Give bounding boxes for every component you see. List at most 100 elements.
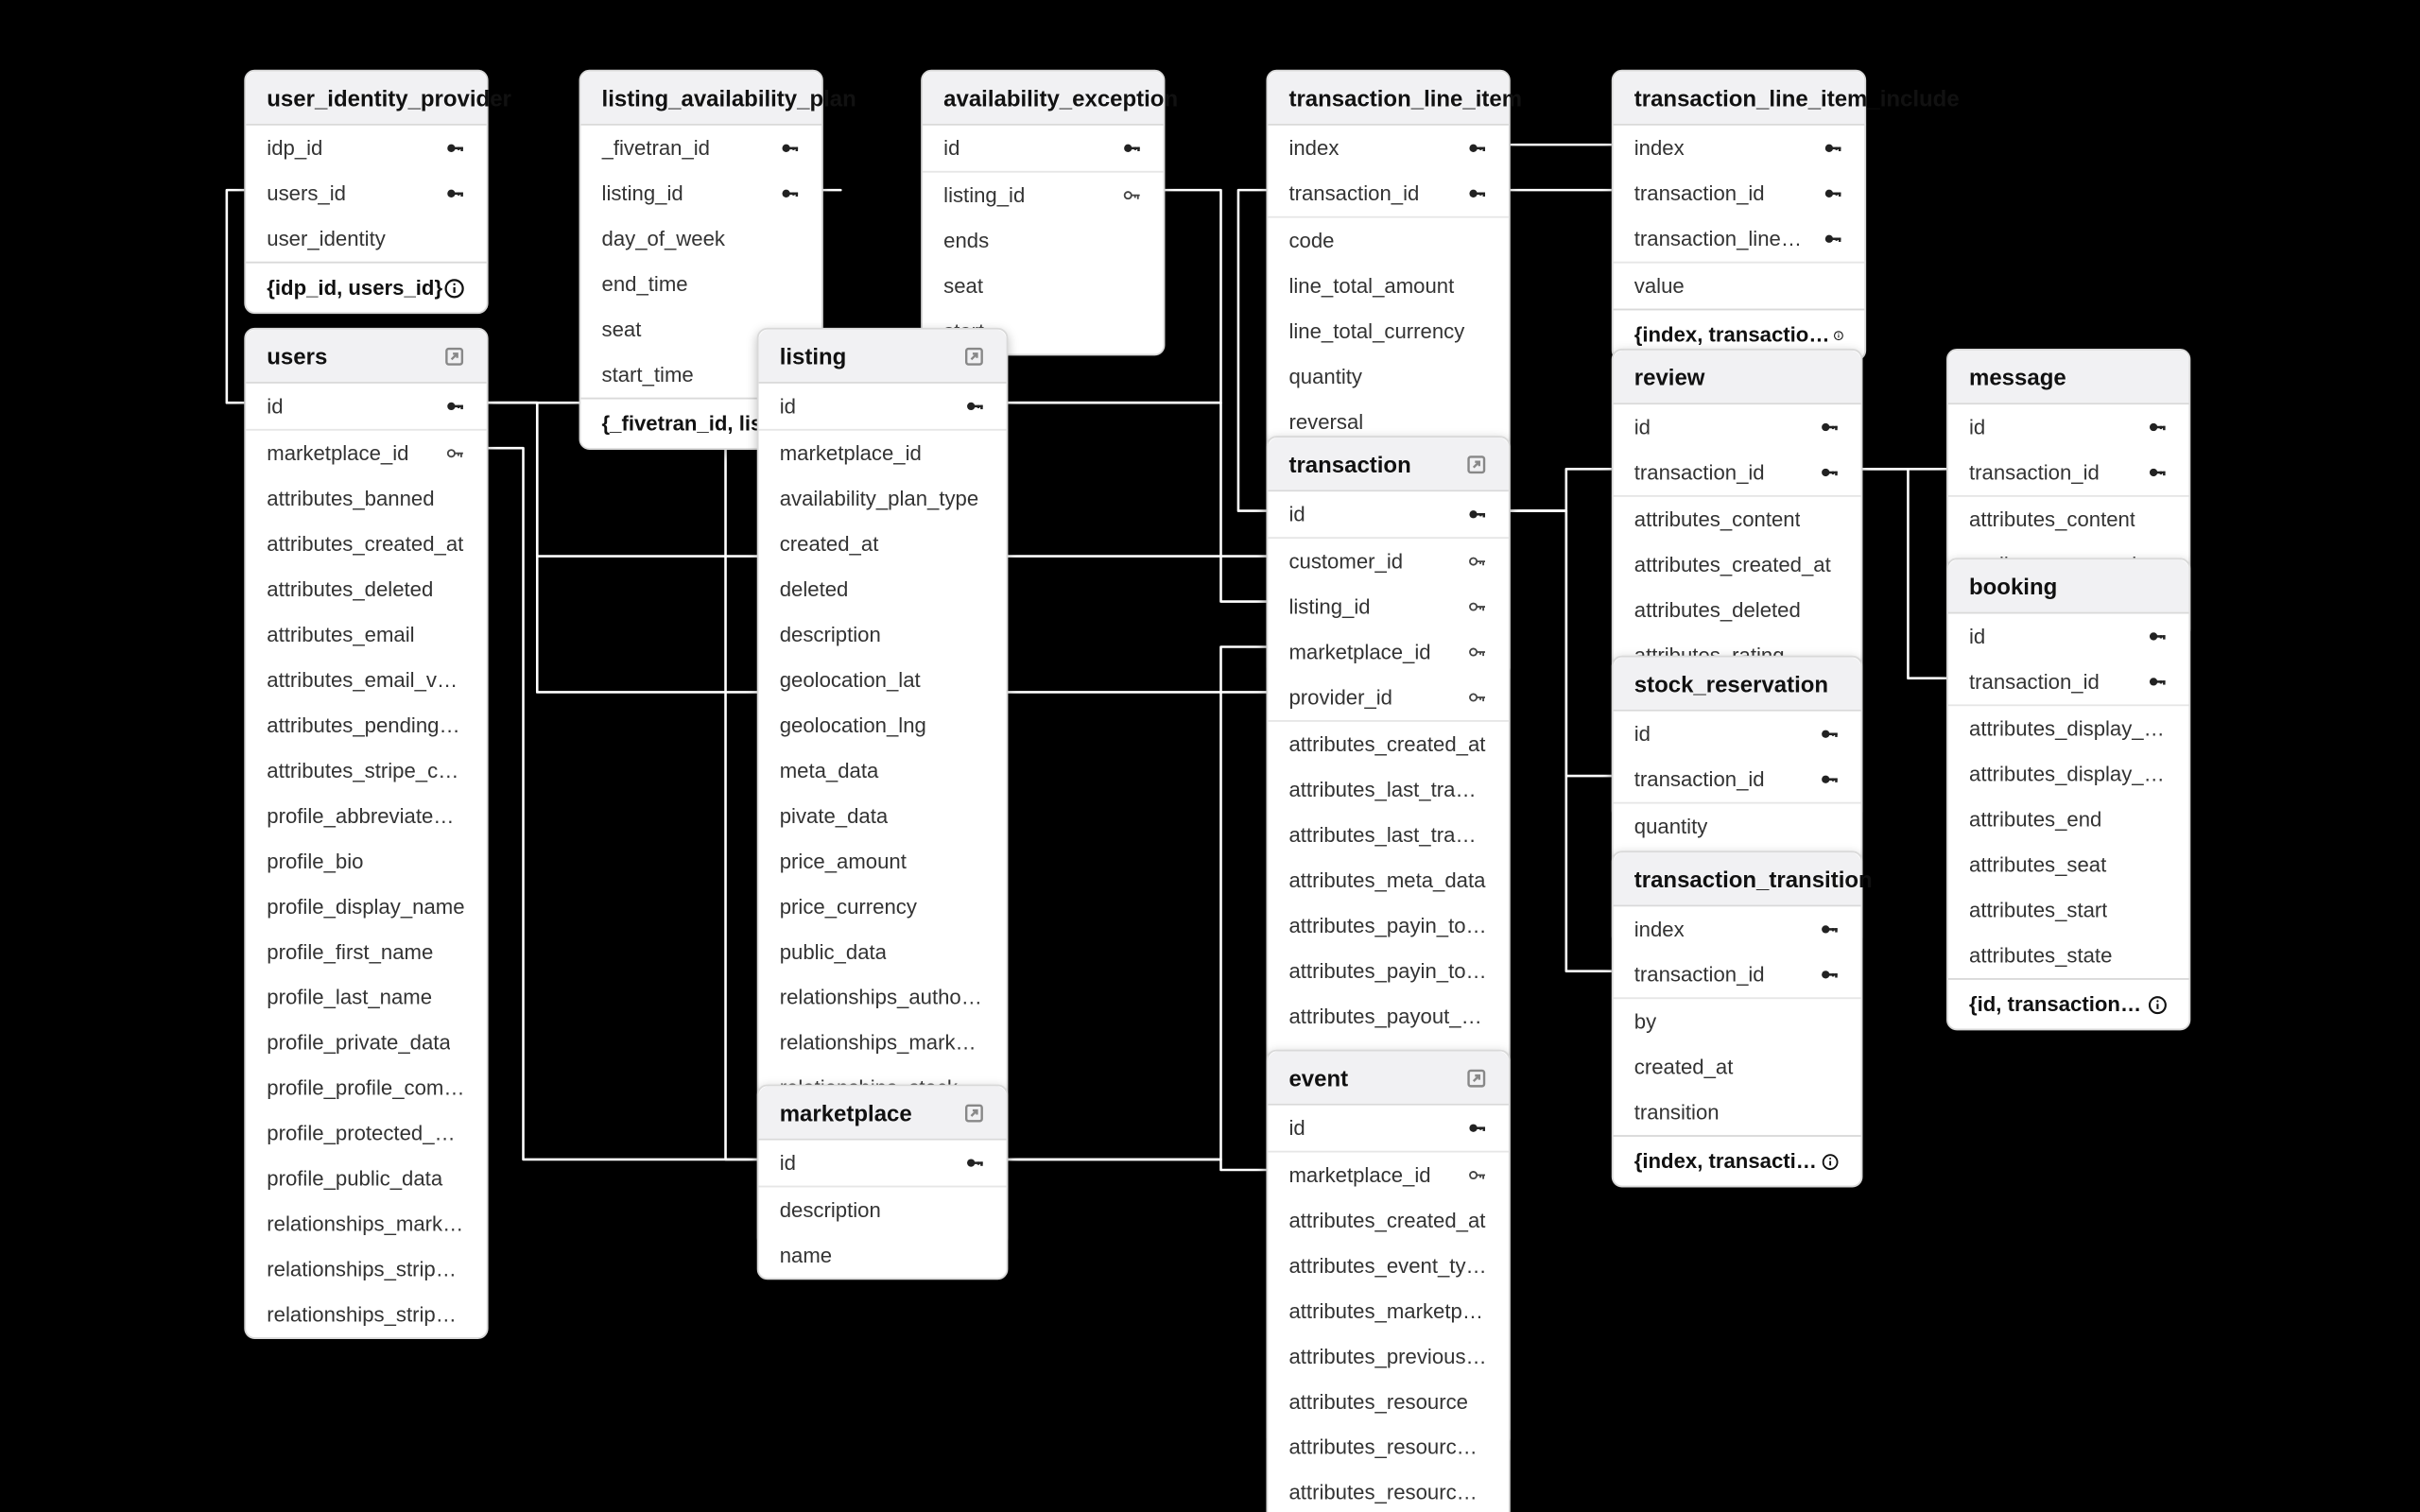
column-attributes_content: attributes_content: [1614, 495, 1861, 542]
column-name: attributes_deleted: [267, 577, 433, 602]
table-title: marketplace: [780, 1099, 912, 1125]
column-index: index: [1268, 126, 1509, 171]
column-name: id: [1634, 415, 1651, 439]
table-header[interactable]: event: [1268, 1052, 1509, 1106]
primary-key-icon: [2147, 671, 2168, 692]
column-name: attributes_resource: [1288, 1389, 1468, 1414]
column-ends: ends: [923, 218, 1164, 264]
column-list: iddescriptionname: [759, 1141, 1007, 1279]
relationship-edge: [227, 190, 244, 403]
column-pivate_data: pivate_data: [759, 793, 1007, 838]
column-list: idmarketplace_idattributes_bannedattribu…: [246, 384, 487, 1337]
column-name: ends: [943, 229, 989, 253]
column-name: line_total_amount: [1288, 274, 1454, 299]
table-availability_exception[interactable]: availability_exceptionidlisting_idendsse…: [921, 70, 1165, 356]
relationship-edge: [1511, 511, 1612, 776]
column-attributes_marketplace_id: attributes_marketplace_id: [1268, 1288, 1509, 1333]
table-header[interactable]: review: [1614, 351, 1861, 404]
column-name: availability_plan_type: [780, 487, 978, 511]
column-profile_abbreviated_name: profile_abbreviated_name: [246, 793, 487, 838]
table-header[interactable]: transaction: [1268, 438, 1509, 491]
column-name: profile_bio: [267, 850, 363, 874]
column-listing_id: listing_id: [580, 171, 821, 216]
table-title: stock_reservation: [1634, 670, 1828, 696]
primary-key-icon: [1467, 1118, 1488, 1139]
column-name: listing_id: [1288, 594, 1370, 619]
table-header[interactable]: stock_reservation: [1614, 658, 1861, 712]
table-marketplace[interactable]: marketplace iddescriptionname: [757, 1085, 1009, 1280]
column-marketplace_id: marketplace_id: [1268, 1151, 1509, 1198]
column-quantity: quantity: [1614, 802, 1861, 850]
column-index: index: [1614, 906, 1861, 952]
table-header[interactable]: availability_exception: [923, 72, 1164, 126]
column-id: id: [1948, 404, 2189, 450]
table-header[interactable]: booking: [1948, 559, 2189, 613]
column-description: description: [759, 1186, 1007, 1233]
table-header[interactable]: listing_availability_plan: [580, 72, 821, 126]
primary-key-icon: [2147, 626, 2168, 646]
column-list: idmarketplace_idattributes_created_atatt…: [1268, 1106, 1509, 1512]
diagram-canvas: user_identity_provideridp_idusers_iduser…: [0, 0, 2420, 1512]
column-description: description: [759, 612, 1007, 658]
table-header[interactable]: transaction_transition: [1614, 852, 1861, 906]
column-name: attributes_seat: [1969, 852, 2106, 877]
column-name: relationships_author_id: [780, 985, 986, 1009]
relationship-edge: [1008, 403, 1266, 601]
column-relationships_marketplace_id: relationships_marketplace_id: [246, 1201, 487, 1246]
column-profile_first_name: profile_first_name: [246, 929, 487, 974]
column-attributes_display_end: attributes_display_end: [1948, 704, 2189, 751]
relationship-edge: [489, 448, 757, 1160]
table-index: {index, transaction_id}: [1614, 1135, 1861, 1186]
column-name: seat: [943, 274, 983, 299]
column-name: attributes_content: [1969, 507, 2135, 532]
column-availability_plan_type: availability_plan_type: [759, 476, 1007, 522]
column-name: id: [1288, 502, 1305, 526]
table-header[interactable]: transaction_line_item_include: [1614, 72, 1865, 126]
table-header[interactable]: user_identity_provider: [246, 72, 487, 126]
column-by: by: [1614, 997, 1861, 1044]
column-name: _fivetran_id: [602, 136, 710, 161]
table-users[interactable]: usersidmarketplace_idattributes_bannedat…: [244, 328, 488, 1339]
column-name: geolocation_lat: [780, 668, 921, 693]
table-index: {idp_id, users_id}: [246, 262, 487, 313]
column-list: idlisting_idendsseatstart: [923, 126, 1164, 354]
column-name: relationships_stripe_account_id: [267, 1257, 465, 1281]
primary-key-icon: [964, 396, 985, 417]
column-name: end_time: [602, 272, 688, 297]
table-title: transaction_line_item_include: [1634, 84, 1960, 111]
table-header[interactable]: listing: [759, 330, 1007, 384]
column-_fivetran_id: _fivetran_id: [580, 126, 821, 171]
column-transaction_id: transaction_id: [1268, 171, 1509, 216]
table-title: event: [1288, 1064, 1348, 1091]
table-transaction_line_item_include[interactable]: transaction_line_item_includeindextransa…: [1612, 70, 1866, 361]
table-user_identity_provider[interactable]: user_identity_provideridp_idusers_iduser…: [244, 70, 488, 314]
column-line_total_currency: line_total_currency: [1268, 309, 1509, 354]
column-created_at: created_at: [1614, 1044, 1861, 1090]
table-transaction_transition[interactable]: transaction_transitionindextransaction_i…: [1612, 850, 1863, 1187]
column-relationships_marketplace_id: relationships_marketplace_id: [759, 1020, 1007, 1065]
table-header[interactable]: users: [246, 330, 487, 384]
column-name: id: [1288, 1116, 1305, 1141]
column-id: id: [923, 126, 1164, 171]
table-booking[interactable]: bookingidtransaction_idattributes_displa…: [1946, 558, 2190, 1030]
column-name: created_at: [780, 532, 879, 557]
index-text: {id, transaction_id}: [1969, 992, 2147, 1017]
column-transaction_id: transaction_id: [1948, 450, 2189, 495]
column-name: attributes_display_end: [1969, 716, 2168, 741]
column-id: id: [246, 384, 487, 429]
column-name: description: [780, 1198, 881, 1223]
table-header[interactable]: transaction_line_item: [1268, 72, 1509, 126]
column-attributes_payout_total_amount: attributes_payout_total_amount: [1268, 994, 1509, 1040]
primary-key-icon: [1819, 724, 1840, 745]
primary-key-icon: [444, 183, 465, 204]
column-transaction_id: transaction_id: [1614, 171, 1865, 216]
table-title: review: [1634, 364, 1705, 390]
column-name: transition: [1634, 1100, 1720, 1125]
table-header[interactable]: marketplace: [759, 1086, 1007, 1140]
index-text: {idp_id, users_id}: [267, 276, 442, 301]
column-name: attributes_created_at: [1634, 553, 1831, 577]
table-header[interactable]: message: [1948, 351, 2189, 404]
column-name: reversal: [1288, 410, 1363, 435]
column-profile_last_name: profile_last_name: [246, 974, 487, 1020]
table-event[interactable]: eventidmarketplace_idattributes_created_…: [1266, 1050, 1510, 1512]
